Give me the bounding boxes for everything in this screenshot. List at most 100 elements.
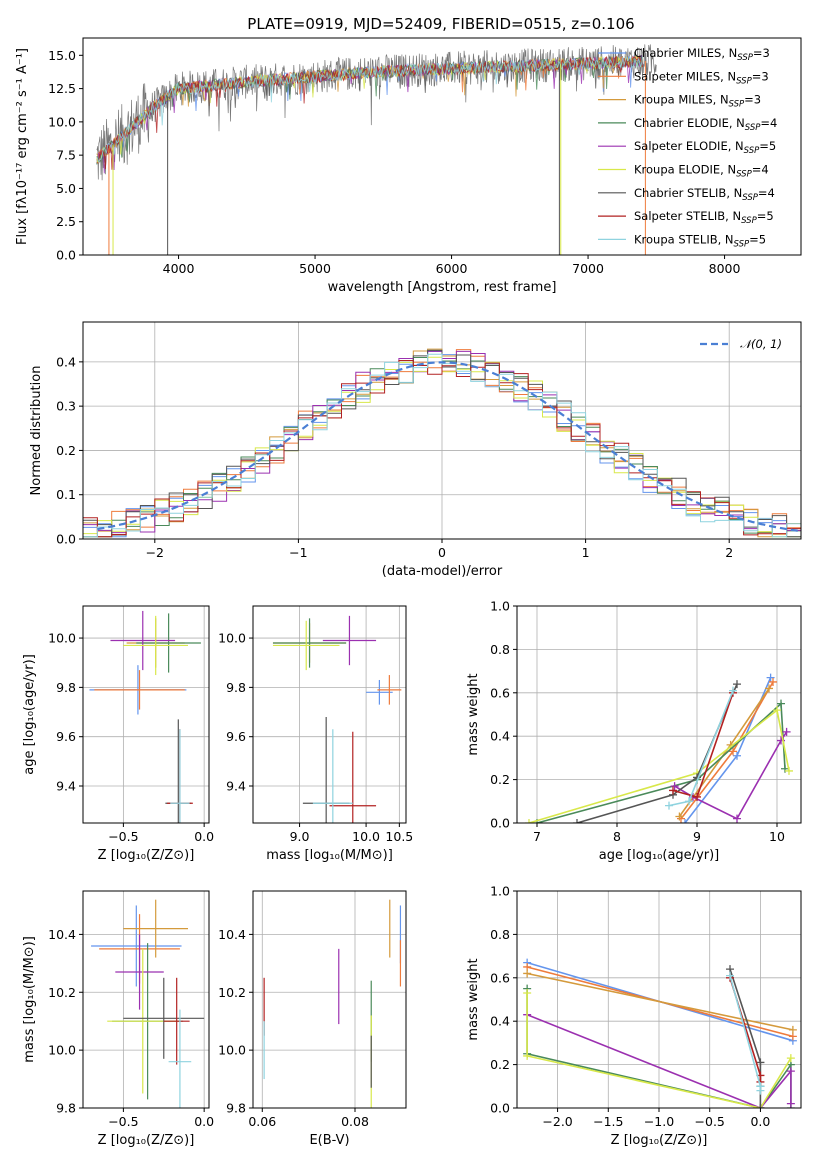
- mass-weight-marker: [523, 988, 532, 997]
- y-tick-label: 9.8: [56, 1101, 76, 1116]
- y-axis-label: mass weight: [466, 958, 481, 1040]
- mass-weight-line-2: [526, 972, 794, 1031]
- residual-histogram-panel: −2 −1 0 1 2 0.0 0.1 0.2 0.3 0.4 (data-model)/error…: [29, 321, 802, 579]
- y-tick-label: 0.0: [56, 248, 76, 263]
- mass-weight-marker: [726, 971, 734, 980]
- y-tick-label: 0.2: [490, 1057, 510, 1072]
- x-tick-label: 0: [438, 545, 446, 560]
- mass-weight-marker: [693, 792, 701, 801]
- x-tick-label: 4000: [163, 261, 195, 276]
- axes-frame: [82, 890, 210, 1109]
- legend-subscript: SSP: [744, 146, 760, 156]
- mass-weight-marker: [733, 751, 741, 760]
- histogram-step-8: [83, 353, 801, 538]
- y-tick-label: 0.4: [490, 1014, 510, 1029]
- model-spectrum-line-8: [96, 54, 644, 164]
- y-tick-label: 15.0: [48, 48, 76, 63]
- x-tick-label: −2: [146, 545, 164, 560]
- legend-label-2: Kroupa MILES, NSSP=3: [634, 93, 761, 110]
- y-axis-label: mass weight: [466, 673, 481, 755]
- mass-weight-marker: [766, 673, 775, 682]
- mass-weight-marker: [665, 801, 673, 810]
- y-tick-label: 10.0: [48, 631, 76, 646]
- y-tick-label: 10.0: [48, 1043, 76, 1058]
- y-tick-label: 0.8: [490, 642, 510, 657]
- y-tick-label: 9.8: [226, 680, 246, 695]
- mass-weight-marker: [769, 677, 777, 686]
- y-tick-label: 0.0: [56, 532, 76, 547]
- legend-subscript: SSP: [737, 53, 753, 63]
- plot-area: [89, 610, 201, 823]
- legend-subscript: SSP: [742, 193, 758, 203]
- legend-label-4: Salpeter ELODIE, NSSP=5: [634, 139, 776, 156]
- x-tick-label: −1: [289, 545, 307, 560]
- x-tick-label: 7: [533, 829, 541, 844]
- x-axis-label: Z [log₁₀(Z/Z⊙)]: [98, 1133, 195, 1148]
- legend-nssp: =3: [752, 69, 769, 83]
- mass-vs-ebv-panel: 0.06 0.08 9.8 10.0 10.2 10.4 E(B-V): [218, 890, 407, 1148]
- plot-area: [96, 44, 657, 255]
- x-tick-label: 8: [613, 829, 621, 844]
- y-tick-label: 0.6: [490, 685, 510, 700]
- y-tick-label: 10.4: [48, 927, 76, 942]
- y-axis-label: Normed distribution: [29, 366, 44, 496]
- x-tick-label: 9: [693, 829, 701, 844]
- mass-weight-line-0: [684, 677, 772, 823]
- plot-area: [525, 673, 793, 823]
- y-axis-label: age [log₁₀(age/yr)]: [22, 654, 37, 775]
- x-tick-label: 10: [769, 829, 785, 844]
- mass-weight-line-5: [528, 708, 790, 823]
- legend-label-8: Kroupa STELIB, NSSP=5: [634, 232, 766, 249]
- x-tick-label: 7000: [572, 261, 604, 276]
- y-tick-label: 9.4: [226, 779, 246, 794]
- x-axis-label: E(B-V): [309, 1133, 349, 1148]
- mass-weight-line-5: [526, 993, 792, 1108]
- y-axis-label: Flux [fλ10⁻¹⁷ erg cm⁻² s⁻¹ A⁻¹]: [15, 48, 30, 245]
- age-vs-mass-panel: 9.0 10.0 10.5 9.4 9.6 9.8 10.0 mass [log₁₀(M/M⊙…: [218, 605, 413, 863]
- mass-weight-marker: [765, 684, 773, 693]
- x-tick-label: −2.0: [542, 1114, 572, 1129]
- x-axis-label: (data-model)/error: [382, 564, 503, 579]
- y-tick-label: 0.3: [56, 399, 76, 414]
- mass-weight-line-3: [536, 701, 786, 823]
- mass-weight-line-7: [672, 692, 734, 798]
- x-tick-label: −0.5: [108, 829, 138, 844]
- mass-weight-marker: [782, 727, 791, 736]
- plot-area: [272, 615, 402, 823]
- x-tick-label: 8000: [709, 261, 741, 276]
- mass-weight-marker: [675, 812, 684, 821]
- figure-title: PLATE=0919, MJD=52409, FIBERID=0515, z=0…: [247, 15, 634, 33]
- mass-weight-marker: [733, 680, 741, 689]
- x-tick-label: 1: [582, 545, 590, 560]
- mass-weight-marker: [525, 819, 533, 823]
- plot-area: [83, 348, 801, 538]
- x-tick-label: 0.0: [750, 1114, 770, 1129]
- y-tick-label: 0.2: [490, 772, 510, 787]
- mass-weight-marker: [756, 1104, 765, 1108]
- legend-subscript: SSP: [729, 100, 745, 110]
- mass-weight-marker: [773, 706, 781, 715]
- axes-frame: [252, 890, 407, 1109]
- x-tick-label: 0.0: [194, 1114, 214, 1129]
- y-tick-label: 9.8: [226, 1101, 246, 1116]
- y-tick-label: 10.2: [218, 985, 246, 1000]
- y-tick-label: 10.0: [48, 114, 76, 129]
- x-tick-label: 9.0: [290, 829, 310, 844]
- x-tick-label: 0.0: [194, 829, 214, 844]
- y-tick-label: 10.4: [218, 927, 246, 942]
- legend-nssp: =4: [752, 163, 769, 177]
- legend-normal-label: 𝒩(0, 1): [740, 337, 782, 351]
- mass-weight-marker: [785, 766, 793, 775]
- legend-nssp: =4: [758, 186, 775, 200]
- mass-weight-marker: [729, 747, 737, 756]
- x-tick-label: −1.0: [644, 1114, 674, 1129]
- axes-frame: [516, 605, 802, 824]
- y-tick-label: 2.5: [56, 214, 76, 229]
- y-tick-label: 9.6: [226, 729, 246, 744]
- legend-nssp: =5: [749, 232, 766, 246]
- spectrum-panel: 4000 5000 6000 7000 8000 0.0 2.5 5.0 7.5 10.0 12.5…: [15, 37, 802, 295]
- mass-weight-marker: [523, 969, 532, 978]
- y-tick-label: 1.0: [490, 599, 510, 614]
- x-axis-label: age [log₁₀(age/yr)]: [599, 848, 720, 863]
- legend-nssp: =3: [744, 93, 761, 107]
